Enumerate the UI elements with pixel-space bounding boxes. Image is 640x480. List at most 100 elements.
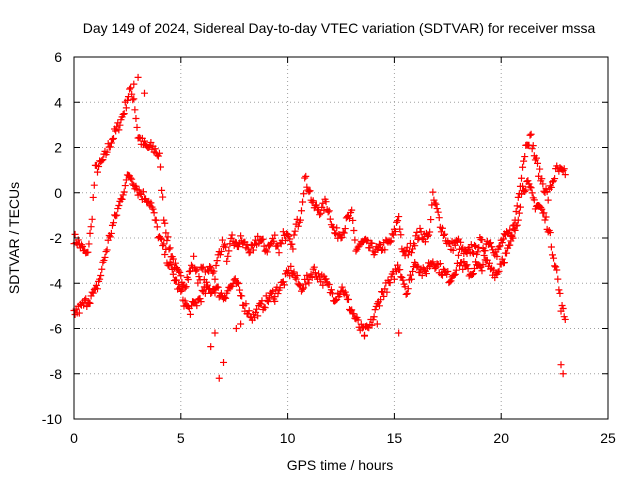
data-point [300, 190, 308, 198]
data-point [515, 209, 523, 217]
data-point [324, 208, 332, 216]
data-point [339, 228, 347, 236]
data-point [287, 262, 295, 270]
data-point [312, 201, 320, 209]
data-point [130, 95, 138, 103]
data-point [454, 251, 462, 259]
data-point [326, 215, 334, 223]
data-point [184, 276, 192, 284]
data-point [418, 234, 426, 242]
data-point [433, 205, 441, 213]
data-point [325, 280, 333, 288]
data-point [89, 193, 97, 201]
data-point [264, 298, 272, 306]
data-point [88, 215, 96, 223]
data-point [80, 301, 88, 309]
data-point [207, 343, 215, 351]
data-point [516, 203, 524, 211]
data-point [350, 310, 358, 318]
data-point [360, 331, 368, 339]
data-point [558, 301, 566, 309]
data-point [222, 294, 230, 302]
data-point [381, 246, 389, 254]
data-point [153, 223, 161, 231]
data-point [561, 171, 569, 179]
data-point [127, 174, 135, 182]
data-point [354, 316, 362, 324]
data-point [413, 263, 421, 271]
data-point [478, 267, 486, 275]
data-point [514, 216, 522, 224]
data-point [369, 316, 377, 324]
data-point [305, 188, 313, 196]
data-point [308, 273, 316, 281]
data-point [171, 259, 179, 267]
data-point [425, 231, 433, 239]
data-point [451, 270, 459, 278]
data-point [402, 290, 410, 298]
data-point [459, 265, 467, 273]
data-point [290, 268, 298, 276]
data-point [119, 191, 127, 199]
data-point [140, 89, 148, 97]
data-point [327, 286, 335, 294]
data-point [478, 236, 486, 244]
data-point [550, 254, 558, 262]
y-tick-label: 0 [54, 185, 62, 201]
data-point [397, 231, 405, 239]
data-point [310, 263, 318, 271]
data-point [218, 236, 226, 244]
data-point [411, 242, 419, 250]
data-point [464, 245, 472, 253]
data-point [81, 296, 89, 304]
data-point [446, 278, 454, 286]
data-point [295, 281, 303, 289]
data-point [397, 273, 405, 281]
data-point [559, 304, 567, 312]
data-point [259, 235, 267, 243]
data-point [422, 270, 430, 278]
data-point [426, 228, 434, 236]
data-point [396, 266, 404, 274]
data-point [511, 226, 519, 234]
data-point [529, 142, 537, 150]
data-point [100, 256, 108, 264]
data-point [547, 243, 555, 251]
data-point [350, 227, 358, 235]
y-axis-label: SDTVAR / TECUs [6, 182, 22, 294]
data-point [161, 219, 169, 227]
data-point [351, 236, 359, 244]
data-point [527, 184, 535, 192]
x-tick-label: 10 [280, 430, 296, 446]
data-point [151, 145, 159, 153]
chart-title: Day 149 of 2024, Sidereal Day-to-day VTE… [83, 20, 596, 36]
data-point [509, 234, 517, 242]
data-point [368, 239, 376, 247]
data-point [206, 263, 214, 271]
data-point [431, 264, 439, 272]
data-point [221, 294, 229, 302]
data-point [438, 271, 446, 279]
data-point [233, 278, 241, 286]
data-point [261, 304, 269, 312]
data-point [487, 265, 495, 273]
data-point [524, 177, 532, 185]
data-point [474, 248, 482, 256]
data-point [495, 243, 503, 251]
data-point [291, 227, 299, 235]
data-point [152, 216, 160, 224]
data-point [546, 182, 554, 190]
x-axis-label: GPS time / hours [287, 457, 394, 473]
x-tick-label: 15 [387, 430, 403, 446]
data-point [108, 135, 116, 143]
data-point [416, 224, 424, 232]
data-point [107, 139, 115, 147]
data-point [106, 143, 114, 151]
data-point [147, 199, 155, 207]
data-point [196, 295, 204, 303]
data-point [236, 286, 244, 294]
data-point [332, 296, 340, 304]
data-point [103, 148, 111, 156]
data-point [311, 269, 319, 277]
